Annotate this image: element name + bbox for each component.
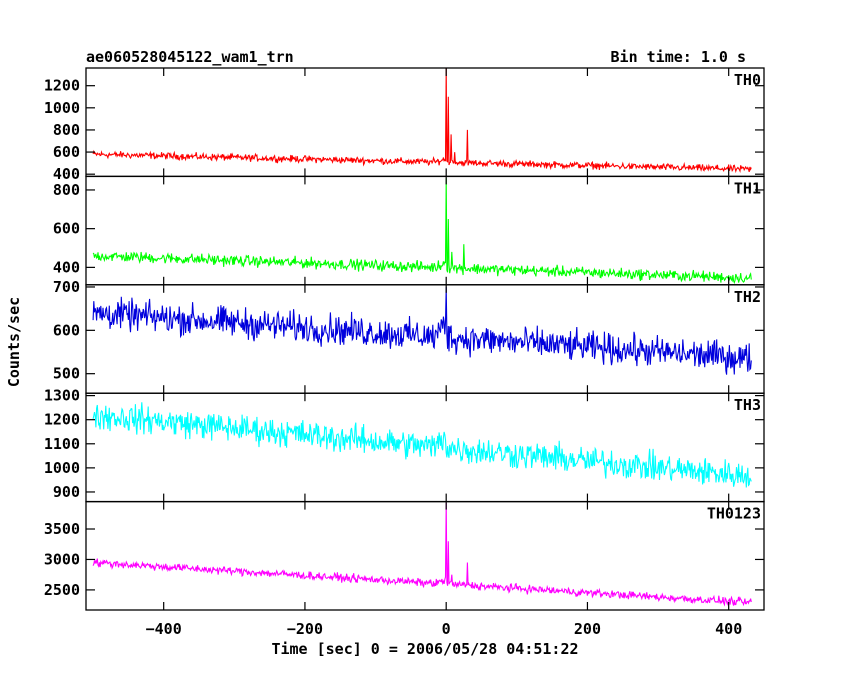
y-tick-label: 600 [53,220,80,238]
x-tick-label: 0 [442,620,451,638]
y-tick-label: 700 [53,278,80,296]
y-tick-label: 1300 [44,387,80,405]
panels-group: 400 600 800 1000 1200 TH0 400 600 800 TH1 500 600 70… [44,67,765,611]
y-tick-label: 1100 [44,435,80,453]
x-tick-label: 200 [574,620,601,638]
panel-label: TH3 [734,396,761,414]
y-tick-label: 600 [53,321,80,339]
panel-label: TH1 [734,179,761,197]
y-tick-label: 800 [53,181,80,199]
panel-th2: 500 600 700 TH2 [53,278,765,394]
y-tick-label: 3000 [44,550,80,568]
chart-title: ae060528045122_wam1_trn [86,48,294,66]
series-line-th3 [92,402,752,488]
series-line-th1 [92,178,752,285]
panel-label: TH0 [734,71,761,89]
panel-th0123: 2500 3000 3500 TH0123 [44,500,765,611]
panel-frame [85,500,765,611]
panel-label: TH0123 [707,505,761,523]
x-tick-label: 400 [715,620,742,638]
y-tick-label: 900 [53,483,80,501]
x-tick-label: −200 [287,620,323,638]
y-tick-label: 3500 [44,520,80,538]
x-axis-title: Time [sec] 0 = 2006/05/28 04:51:22 [271,640,578,658]
y-tick-label: 1000 [44,99,80,117]
series-line-th0 [92,68,752,174]
bin-time-label: Bin time: 1.0 s [611,48,746,66]
series-line-th2 [92,286,752,375]
series-line-th0123 [92,502,752,607]
y-tick-label: 1000 [44,459,80,477]
panel-th1: 400 600 800 TH1 [53,175,765,286]
x-tick-label: −400 [146,620,182,638]
panel-th3: 900 1000 1100 1200 1300 TH3 [44,387,765,503]
y-tick-label: 400 [53,258,80,276]
y-tick-label: 2500 [44,581,80,599]
y-tick-label: 400 [53,165,80,183]
y-tick-label: 1200 [44,77,80,95]
y-tick-label: 800 [53,121,80,139]
x-axis: −400 −200 0 200 400 [146,620,743,638]
y-tick-label: 500 [53,365,80,383]
panel-label: TH2 [734,288,761,306]
panel-th0: 400 600 800 1000 1200 TH0 [44,67,765,183]
y-tick-label: 600 [53,143,80,161]
y-axis-title: Counts/sec [5,297,23,387]
y-tick-label: 1200 [44,411,80,429]
